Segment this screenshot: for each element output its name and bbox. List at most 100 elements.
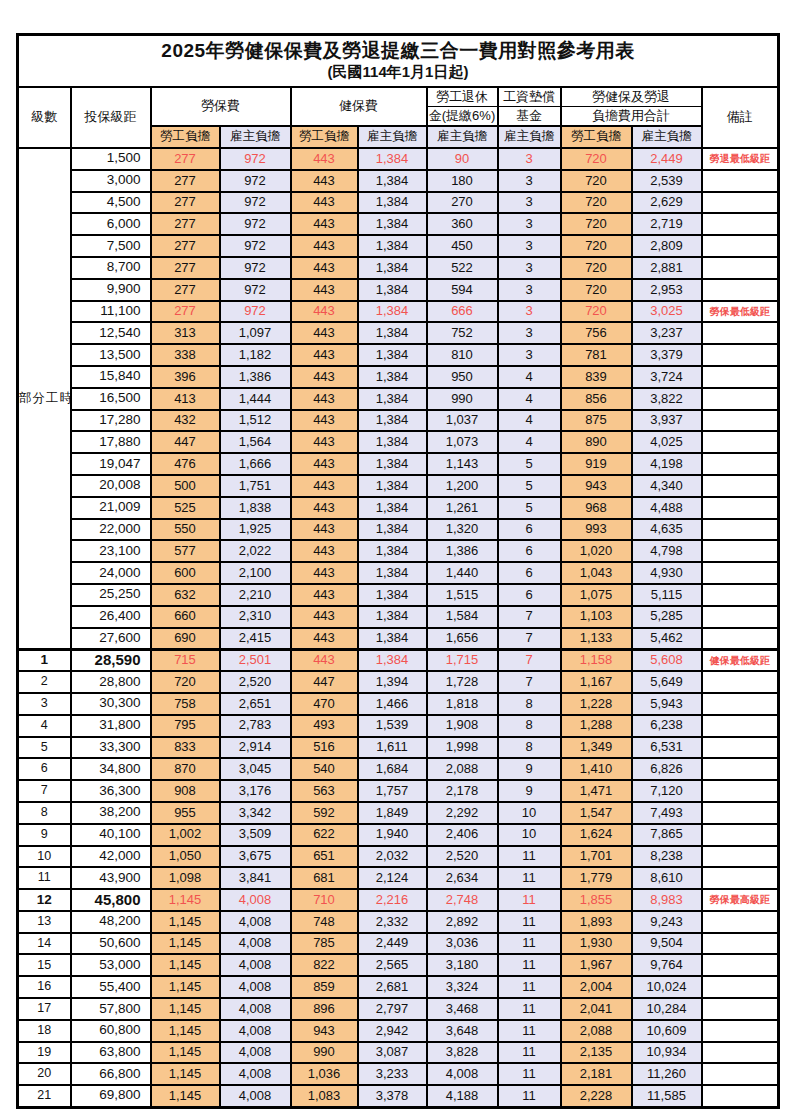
cell-labor-employee: 715 — [151, 649, 220, 671]
cell-labor-employer: 1,666 — [220, 453, 291, 475]
cell-level: 20 — [18, 1063, 71, 1085]
cell-labor-employer: 972 — [220, 192, 291, 214]
cell-labor-employee: 277 — [151, 213, 220, 235]
cell-labor-employee: 432 — [151, 410, 220, 432]
table-row: 21,0095251,8384431,3841,26159684,488 — [18, 497, 779, 519]
cell-total-employee: 1,410 — [561, 758, 632, 780]
cell-health-employer: 1,384 — [358, 410, 427, 432]
cell-total-employee: 993 — [561, 519, 632, 541]
cell-labor-employee: 1,145 — [151, 1042, 220, 1064]
cell-health-employee: 443 — [291, 170, 358, 192]
table-row: 15,8403961,3864431,38495048393,724 — [18, 366, 779, 388]
cell-level: 13 — [18, 911, 71, 933]
cell-remark — [702, 540, 779, 562]
cell-labor-employee: 795 — [151, 715, 220, 737]
table-body: 部分工時1,5002779724431,3849037202,449勞退最低級距… — [18, 148, 779, 1107]
cell-health-employer: 1,384 — [358, 540, 427, 562]
cell-remark — [702, 279, 779, 301]
cell-wage-fund-employer: 11 — [498, 954, 561, 976]
cell-total-employee: 890 — [561, 431, 632, 453]
cell-total-employee: 1,020 — [561, 540, 632, 562]
cell-labor-employer: 3,509 — [220, 824, 291, 846]
cell-remark — [702, 453, 779, 475]
cell-bracket: 69,800 — [71, 1085, 151, 1107]
cell-level: 14 — [18, 933, 71, 955]
cell-health-employee: 748 — [291, 911, 358, 933]
cell-total-employer: 9,504 — [632, 933, 702, 955]
cell-bracket: 20,008 — [71, 475, 151, 497]
cell-remark — [702, 431, 779, 453]
cell-total-employer: 2,449 — [632, 148, 702, 170]
cell-health-employee: 470 — [291, 693, 358, 715]
cell-total-employee: 720 — [561, 213, 632, 235]
cell-wage-fund-employer: 10 — [498, 824, 561, 846]
cell-remark — [702, 213, 779, 235]
cell-pension-employer: 990 — [427, 388, 498, 410]
cell-total-employer: 4,340 — [632, 475, 702, 497]
cell-total-employer: 3,724 — [632, 366, 702, 388]
cell-bracket: 48,200 — [71, 911, 151, 933]
cell-health-employer: 2,942 — [358, 1020, 427, 1042]
cell-health-employee: 443 — [291, 497, 358, 519]
cell-bracket: 53,000 — [71, 954, 151, 976]
cell-bracket: 66,800 — [71, 1063, 151, 1085]
cell-total-employee: 1,967 — [561, 954, 632, 976]
cell-total-employee: 2,041 — [561, 998, 632, 1020]
cell-wage-fund-employer: 4 — [498, 388, 561, 410]
table-header: 2025年勞健保保費及勞退提繳三合一費用對照參考用表 (民國114年1月1日起)… — [18, 35, 779, 149]
cell-bracket: 11,100 — [71, 301, 151, 323]
cell-total-employer: 7,120 — [632, 780, 702, 802]
table-row: 12,5403131,0974431,38475237563,237 — [18, 322, 779, 344]
cell-labor-employer: 972 — [220, 301, 291, 323]
cell-wage-fund-employer: 3 — [498, 235, 561, 257]
premium-table: 2025年勞健保保費及勞退提繳三合一費用對照參考用表 (民國114年1月1日起)… — [16, 33, 780, 1109]
header-health-employer-share: 雇主負擔 — [358, 126, 427, 148]
cell-labor-employer: 972 — [220, 279, 291, 301]
cell-bracket: 28,800 — [71, 671, 151, 693]
page-subtitle: (民國114年1月1日起) — [19, 64, 777, 81]
cell-labor-employer: 1,097 — [220, 322, 291, 344]
cell-labor-employee: 600 — [151, 562, 220, 584]
cell-pension-employer: 1,200 — [427, 475, 498, 497]
cell-remark — [702, 628, 779, 650]
cell-labor-employee: 447 — [151, 431, 220, 453]
cell-labor-employer: 972 — [220, 170, 291, 192]
cell-health-employee: 447 — [291, 671, 358, 693]
cell-health-employer: 1,539 — [358, 715, 427, 737]
cell-health-employee: 990 — [291, 1042, 358, 1064]
cell-total-employee: 1,471 — [561, 780, 632, 802]
cell-labor-employee: 833 — [151, 737, 220, 759]
cell-labor-employee: 1,145 — [151, 1020, 220, 1042]
cell-health-employer: 2,565 — [358, 954, 427, 976]
cell-pension-employer: 2,292 — [427, 802, 498, 824]
cell-health-employee: 443 — [291, 519, 358, 541]
cell-bracket: 57,800 — [71, 998, 151, 1020]
cell-health-employer: 3,378 — [358, 1085, 427, 1107]
cell-pension-employer: 3,036 — [427, 933, 498, 955]
cell-bracket: 25,250 — [71, 584, 151, 606]
cell-wage-fund-employer: 7 — [498, 649, 561, 671]
cell-bracket: 19,047 — [71, 453, 151, 475]
cell-total-employee: 2,088 — [561, 1020, 632, 1042]
cell-pension-employer: 1,143 — [427, 453, 498, 475]
cell-total-employee: 1,158 — [561, 649, 632, 671]
cell-pension-employer: 90 — [427, 148, 498, 170]
cell-health-employer: 1,684 — [358, 758, 427, 780]
cell-level: 12 — [18, 889, 71, 911]
cell-total-employee: 1,930 — [561, 933, 632, 955]
cell-labor-employee: 277 — [151, 301, 220, 323]
cell-health-employer: 1,384 — [358, 235, 427, 257]
cell-labor-employer: 1,182 — [220, 344, 291, 366]
cell-total-employee: 1,547 — [561, 802, 632, 824]
cell-total-employee: 720 — [561, 235, 632, 257]
cell-health-employer: 1,384 — [358, 497, 427, 519]
table-row: 838,2009553,3425921,8492,292101,5477,493 — [18, 802, 779, 824]
cell-labor-employer: 3,841 — [220, 867, 291, 889]
cell-health-employer: 1,384 — [358, 301, 427, 323]
cell-bracket: 15,840 — [71, 366, 151, 388]
header-health-employee-share: 勞工負擔 — [291, 126, 358, 148]
cell-total-employer: 9,764 — [632, 954, 702, 976]
cell-remark — [702, 933, 779, 955]
cell-health-employee: 540 — [291, 758, 358, 780]
header-labor-insurance: 勞保費 — [151, 87, 291, 126]
